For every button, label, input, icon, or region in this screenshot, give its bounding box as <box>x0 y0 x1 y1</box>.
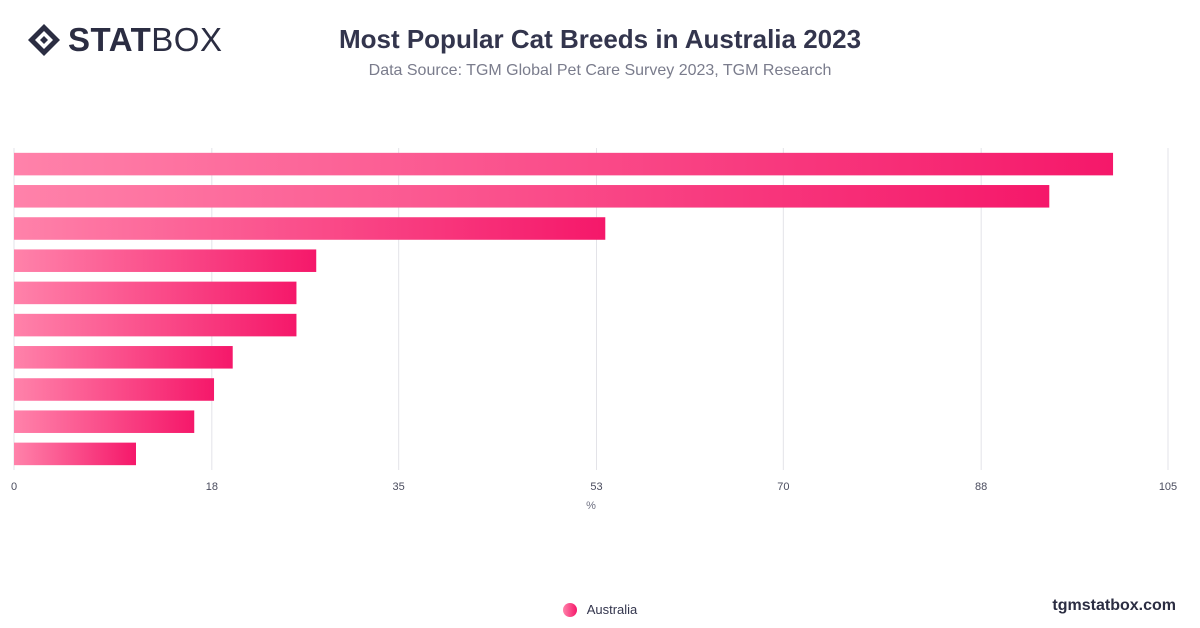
logo-bold: STAT <box>68 21 152 58</box>
bar[interactable] <box>14 152 1114 176</box>
chart-title: Most Popular Cat Breeds in Australia 202… <box>338 24 862 54</box>
x-tick-label: 18 <box>206 481 218 493</box>
bar[interactable] <box>14 346 233 369</box>
statbox-logo: STATBOX <box>26 22 222 58</box>
bar[interactable] <box>14 313 297 337</box>
brand-url: tgmstatbox.com <box>1052 597 1176 614</box>
x-tick-label: 35 <box>393 481 405 493</box>
bar[interactable] <box>14 249 317 272</box>
chart-subtitle: Data Source: TGM Global Pet Care Survey … <box>368 62 832 79</box>
x-tick-label: 0 <box>11 481 17 493</box>
bar[interactable] <box>14 281 297 305</box>
circle-marker-icon <box>562 602 577 617</box>
x-axis-ticks: 0 18 35 53 70 88 105 <box>11 481 1177 493</box>
bar[interactable] <box>14 378 215 401</box>
x-tick-label: 88 <box>975 481 987 493</box>
bar[interactable] <box>14 410 195 433</box>
x-tick-label: 70 <box>777 481 789 493</box>
x-axis-label: % <box>586 500 596 512</box>
bars <box>14 152 1114 466</box>
logo-light: BOX <box>151 21 223 58</box>
bar-chart: 0 18 35 53 70 88 105 % <box>11 148 1177 512</box>
legend[interactable]: Australia <box>0 602 1200 617</box>
diamond-logo-icon <box>28 24 60 56</box>
legend-label: Australia <box>586 602 638 617</box>
logo-wordmark: STATBOX <box>68 22 222 58</box>
x-tick-label: 105 <box>1159 481 1177 493</box>
bar[interactable] <box>14 442 136 466</box>
bar[interactable] <box>14 217 606 240</box>
bar[interactable] <box>14 185 1050 208</box>
x-tick-label: 53 <box>590 481 602 493</box>
